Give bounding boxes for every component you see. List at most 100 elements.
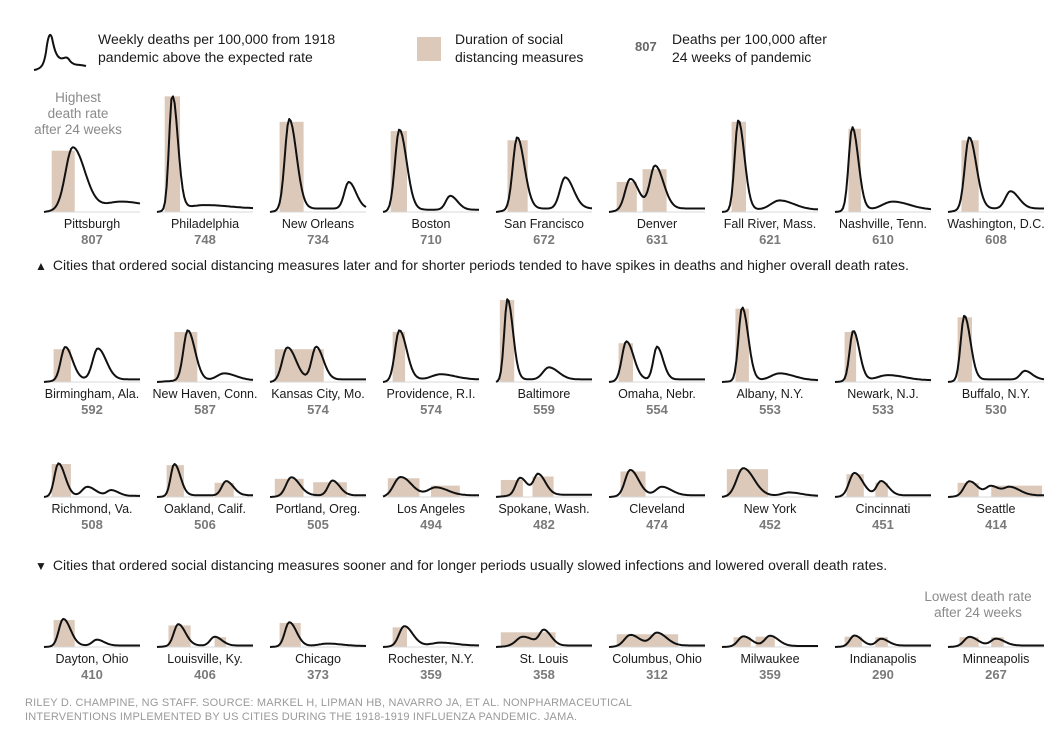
death-rate-line [382, 128, 479, 213]
death-rate-line [721, 634, 818, 648]
city-label: Baltimore 559 [489, 386, 599, 418]
city-death-rate: 406 [194, 667, 216, 682]
legend-line-text: Weekly deaths per 100,000 from 1918 pand… [98, 30, 335, 66]
city-chart-28 [156, 623, 253, 648]
city-name: Louisville, Ky. [167, 652, 243, 666]
city-death-rate: 482 [533, 517, 555, 532]
lowest-note-line-2: after 24 weeks [934, 605, 1022, 620]
death-rate-line [156, 329, 254, 383]
distancing-bar [431, 485, 460, 497]
city-name: Indianapolis [849, 652, 917, 666]
triangle-down-icon: ▼ [35, 559, 47, 573]
city-death-rate: 608 [985, 232, 1007, 247]
city-name: Milwaukee [740, 652, 800, 666]
city-death-rate: 672 [533, 232, 555, 247]
city-chart-16 [834, 330, 932, 383]
city-chart-7 [834, 126, 932, 213]
distancing-bar [733, 637, 751, 647]
source-line-2: INTERVENTIONS IMPLEMENTED BY US CITIES D… [25, 711, 578, 723]
death-rate-line [269, 345, 366, 383]
city-death-rate: 508 [81, 517, 103, 532]
city-chart-5 [608, 164, 705, 213]
city-name: Pittsburgh [63, 217, 121, 231]
city-label: Albany, N.Y. 553 [715, 386, 825, 418]
source-credit: RILEY D. CHAMPINE, NG STAFF. SOURCE: MAR… [25, 696, 632, 724]
highest-note-line-2: death rate [47, 106, 109, 121]
city-name: Minneapolis [962, 652, 1030, 666]
city-label: New York 452 [715, 501, 825, 533]
highest-note-line-3: after 24 weeks [34, 122, 122, 137]
death-rate-line [721, 467, 819, 498]
city-death-rate: 359 [759, 667, 781, 682]
city-label: Cincinnati 451 [828, 501, 938, 533]
city-chart-14 [608, 340, 705, 383]
city-death-rate: 452 [759, 517, 781, 532]
city-chart-4 [495, 136, 593, 213]
distancing-bar [500, 479, 523, 497]
death-rate-line [834, 634, 931, 648]
distancing-bar [957, 482, 979, 497]
city-label: Birmingham, Ala. 592 [37, 386, 147, 418]
city-death-rate: 414 [985, 517, 1007, 532]
distancing-bar [755, 636, 775, 647]
section-sooner-heading: ▼ Cities that ordered social distancing m… [35, 557, 887, 573]
distancing-bar [499, 300, 515, 382]
city-death-rate: 410 [81, 667, 103, 682]
legend-bar-swatch [417, 37, 441, 61]
city-chart-2 [269, 118, 367, 213]
city-chart-24 [721, 467, 819, 498]
highest-note-line-1: Highest [55, 90, 101, 105]
city-label: Buffalo, N.Y. 530 [941, 386, 1051, 418]
city-death-rate: 494 [420, 517, 442, 532]
death-rate-line [947, 136, 1044, 213]
city-label: Rochester, N.Y. 359 [376, 651, 486, 683]
legend-bar-text-2: distancing measures [455, 49, 584, 65]
distancing-bar [991, 637, 1004, 647]
death-rate-line [156, 463, 253, 498]
city-name: Columbus, Ohio [612, 652, 702, 666]
city-chart-25 [834, 471, 931, 498]
city-label: Philadelphia 748 [150, 216, 260, 248]
city-death-rate: 559 [533, 402, 555, 417]
city-name: Los Angeles [396, 502, 466, 516]
city-label: Columbus, Ohio 312 [602, 651, 712, 683]
city-chart-35 [947, 635, 1044, 648]
city-chart-0 [43, 146, 141, 213]
city-death-rate: 734 [307, 232, 329, 247]
city-death-rate: 587 [194, 402, 216, 417]
city-name: Richmond, Va. [51, 502, 133, 516]
city-chart-34 [834, 634, 931, 648]
death-rate-line [156, 95, 254, 213]
city-name: Oakland, Calif. [164, 502, 246, 516]
distancing-bar [991, 485, 1043, 497]
city-name: San Francisco [504, 217, 584, 231]
city-name: Portland, Oreg. [275, 502, 361, 516]
city-name: Washington, D.C. [947, 217, 1045, 231]
triangle-up-icon: ▲ [35, 259, 47, 273]
city-label: Pittsburgh 807 [37, 216, 147, 248]
city-name: New Orleans [281, 217, 355, 231]
city-label: Spokane, Wash. 482 [489, 501, 599, 533]
distancing-bar [844, 331, 857, 382]
distancing-bar [642, 169, 667, 212]
city-chart-3 [382, 128, 479, 213]
city-chart-29 [269, 621, 367, 648]
city-name: Denver [636, 217, 678, 231]
death-rate-line [495, 628, 592, 648]
city-label: Nashville, Tenn. 610 [828, 216, 938, 248]
death-rate-line [834, 471, 931, 498]
city-death-rate: 530 [985, 402, 1007, 417]
legend-num-text-2: 24 weeks of pandemic [672, 49, 812, 65]
city-name: Providence, R.I. [386, 387, 476, 401]
section-later-text: Cities that ordered social distancing me… [52, 257, 909, 273]
city-label: Omaha, Nebr. 554 [602, 386, 712, 418]
death-rate-line [43, 462, 140, 498]
city-label: Providence, R.I. 574 [376, 386, 486, 418]
city-label: Newark, N.J. 533 [828, 386, 938, 418]
city-chart-8 [947, 136, 1044, 213]
city-name: Albany, N.Y. [736, 387, 804, 401]
highest-note: Highest death rate after 24 weeks [18, 90, 138, 138]
city-label: Louisville, Ky. 406 [150, 651, 260, 683]
city-death-rate: 592 [81, 402, 103, 417]
city-label: Richmond, Va. 508 [37, 501, 147, 533]
